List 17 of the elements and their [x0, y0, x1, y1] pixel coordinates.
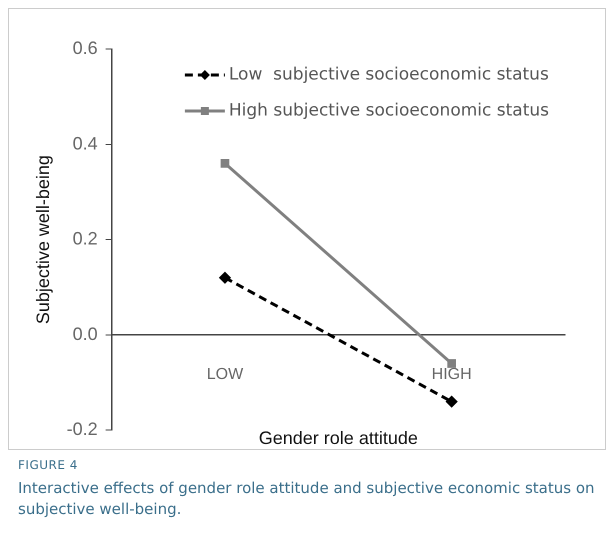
point — [220, 159, 230, 168]
caption: FIGURE 4 — [18, 458, 79, 472]
point — [447, 359, 456, 368]
x-axis-title: Gender role attitude — [258, 428, 418, 448]
y-tick-label: 0.2 — [72, 228, 98, 249]
legend-label: Low subjective socioeconomic status — [228, 64, 549, 84]
point — [219, 272, 230, 284]
y-tick-label: 0.0 — [72, 324, 98, 344]
y-tick-label: 0.4 — [72, 133, 98, 154]
point — [446, 396, 458, 408]
y-tick-label: 0.6 — [72, 38, 98, 58]
x-tick-label: LOW — [206, 366, 244, 383]
y-tick-label: -0.2 — [66, 419, 98, 440]
text: Interactive effects of gender role attitude and subjective economic status on subjective well-being. — [18, 478, 596, 520]
y-axis-title: Subjective well-being — [32, 155, 53, 324]
legend-label: High subjective socioeconomic status — [228, 100, 550, 120]
x-tick-label: HIGH — [432, 366, 472, 383]
